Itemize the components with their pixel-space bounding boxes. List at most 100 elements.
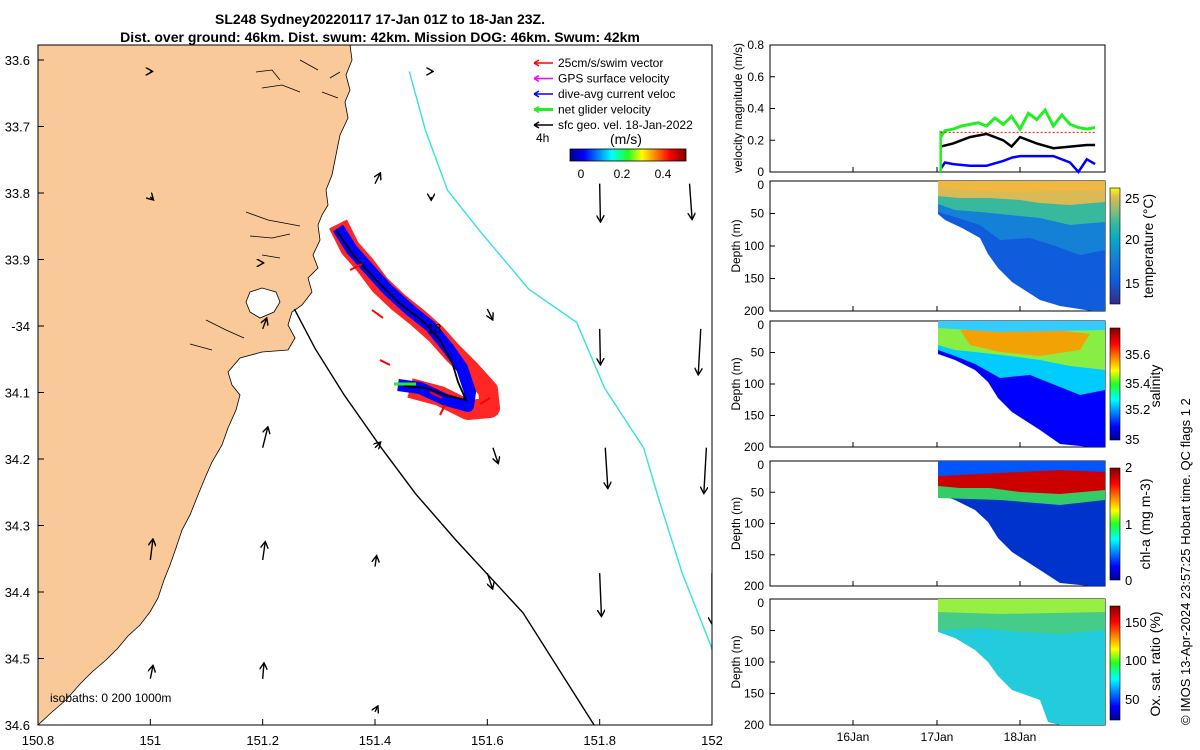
map-x-axis: 150.8 151 151.2 151.4 151.6 151.8 152 bbox=[22, 719, 723, 748]
cbar-tick-2: 0.4 bbox=[655, 167, 672, 181]
current-arrow-4 bbox=[150, 197, 153, 200]
land-mass bbox=[38, 45, 353, 725]
speed-colorbar bbox=[569, 148, 687, 162]
map-y-tick-7: 34.3 bbox=[5, 519, 30, 534]
cbar-tick-0: 0 bbox=[578, 167, 585, 181]
legend-label-3: net glider velocity bbox=[558, 103, 651, 117]
oxy-cbar-tick-50: 50 bbox=[1125, 692, 1139, 707]
chl-cbar-label: chl-a (mg m-3) bbox=[1137, 478, 1153, 569]
colorbar-time-label: 4h bbox=[536, 131, 549, 145]
current-arrow-15 bbox=[605, 447, 608, 488]
map-x-tick-4: 151.6 bbox=[471, 733, 504, 748]
estuary-lines bbox=[189, 59, 341, 351]
current-arrow-2 bbox=[375, 174, 380, 184]
sal-cbar-tick-352: 35.2 bbox=[1125, 402, 1150, 417]
map-y-tick-0: 33.6 bbox=[5, 53, 30, 68]
map-y-tick-5: 34.1 bbox=[5, 386, 30, 401]
depth-ylabel-2: Depth (m) bbox=[729, 497, 743, 550]
section-axes: 0 50 100 150 200 Depth (m) 0 50 100 150 200 Depth (… bbox=[729, 167, 1021, 732]
vel-y-tick-2: 0.4 bbox=[747, 102, 764, 116]
velocity-ylabel: velocity magnitude (m/s) bbox=[731, 43, 745, 173]
sal-cbar-tick-354: 35.4 bbox=[1125, 376, 1150, 391]
colorbar-units: (m/s) bbox=[610, 131, 642, 147]
map-panel: 18 25cm/s/swim vector GPS surface velocit… bbox=[5, 44, 723, 748]
depth-tick-2-3: 150 bbox=[744, 548, 764, 562]
depth-tick-2-1: 50 bbox=[751, 485, 765, 499]
sal-cbar-tick-356: 35.6 bbox=[1125, 347, 1150, 362]
current-arrow-13 bbox=[375, 443, 380, 448]
imos-credit: © IMOS 13-Apr-2024 23:57:25 Hobart time.… bbox=[1178, 398, 1193, 725]
legend-label-0: 25cm/s/swim vector bbox=[558, 56, 663, 70]
depth-tick-2-0: 0 bbox=[757, 458, 764, 472]
depth-tick-2-2: 100 bbox=[744, 517, 764, 531]
current-arrow-23 bbox=[150, 666, 153, 679]
temp-cbar-tick-25: 25 bbox=[1125, 191, 1139, 206]
time-tick-16jan: 16Jan bbox=[837, 730, 870, 744]
current-arrow-19 bbox=[375, 557, 377, 567]
section-salinity: salinity 35.6 35.4 35.2 35 bbox=[769, 320, 1163, 448]
depth-tick-0-3: 150 bbox=[744, 272, 764, 286]
depth-tick-1-3: 150 bbox=[744, 409, 764, 423]
current-vectors bbox=[150, 71, 712, 711]
depth-tick-1-1: 50 bbox=[751, 346, 765, 360]
time-tick-17jan: 17Jan bbox=[921, 730, 954, 744]
depth-tick-3-1: 50 bbox=[751, 624, 765, 638]
depth-tick-3-3: 150 bbox=[744, 687, 764, 701]
sal-cbar-tick-35: 35 bbox=[1125, 432, 1139, 447]
map-x-tick-0: 150.8 bbox=[22, 733, 55, 748]
current-arrow-24 bbox=[263, 664, 264, 679]
current-arrow-21 bbox=[600, 573, 602, 616]
map-x-tick-1: 151 bbox=[139, 733, 161, 748]
vel-y-tick-1: 0.2 bbox=[747, 133, 764, 147]
time-tick-18jan: 18Jan bbox=[1004, 730, 1037, 744]
figure-title-line2: Dist. over ground: 46km. Dist. swum: 42k… bbox=[120, 29, 640, 45]
current-arrow-11 bbox=[263, 319, 267, 330]
current-arrow-17 bbox=[150, 540, 153, 561]
current-arrow-20 bbox=[487, 572, 492, 588]
velocity-series-0 bbox=[939, 107, 1096, 138]
current-arrow-14 bbox=[493, 447, 498, 463]
velocity-series-1 bbox=[940, 132, 1096, 150]
legend-label-1: GPS surface velocity bbox=[558, 72, 669, 86]
map-x-tick-2: 151.2 bbox=[246, 733, 279, 748]
depth-ylabel-0: Depth (m) bbox=[729, 219, 743, 272]
map-y-tick-10: 34.6 bbox=[5, 718, 30, 733]
map-x-tick-6: 152 bbox=[701, 733, 723, 748]
vel-y-tick-4: 0.8 bbox=[747, 38, 764, 52]
chl-cbar-tick-1: 1 bbox=[1125, 517, 1132, 532]
depth-ylabel-3: Depth (m) bbox=[729, 635, 743, 688]
map-x-tick-5: 151.8 bbox=[583, 733, 616, 748]
velocity-panel: 0 0.2 0.4 0.6 0.8 velocity magnitude (m/s) bbox=[731, 38, 1106, 179]
oxy-cbar-tick-100: 100 bbox=[1125, 653, 1147, 668]
map-y-tick-4: -34 bbox=[11, 319, 30, 334]
velocity-series-2 bbox=[939, 154, 1096, 175]
chl-cbar-tick-0: 0 bbox=[1125, 573, 1132, 588]
map-y-tick-2: 33.8 bbox=[5, 186, 30, 201]
depth-tick-0-0: 0 bbox=[757, 178, 764, 192]
depth-tick-2-4: 200 bbox=[744, 579, 764, 593]
depth-tick-0-4: 200 bbox=[744, 304, 764, 318]
section-temperature: temperature (°C) 25 20 15 bbox=[769, 180, 1156, 312]
glider-track: 18 bbox=[329, 219, 500, 420]
harbour-inlet bbox=[245, 287, 281, 319]
current-arrow-5 bbox=[600, 183, 601, 222]
map-y-tick-6: 34.2 bbox=[5, 452, 30, 467]
current-arrow-10 bbox=[698, 328, 701, 374]
current-arrow-8 bbox=[487, 308, 492, 319]
section-oxygen: Ox. sat. ratio (%) 150 100 50 bbox=[769, 598, 1163, 726]
current-arrow-18 bbox=[263, 542, 266, 561]
isobath-200m bbox=[293, 308, 595, 725]
isobath-note: isobaths: 0 200 1000m bbox=[50, 691, 171, 705]
salinity-cbar-label: salinity bbox=[1147, 365, 1163, 408]
depth-tick-1-4: 200 bbox=[744, 440, 764, 454]
current-arrow-16 bbox=[704, 447, 707, 493]
legend-label-2: dive-avg current veloc bbox=[558, 87, 675, 101]
temp-cbar-tick-15: 15 bbox=[1125, 276, 1139, 291]
current-arrow-9 bbox=[600, 328, 601, 364]
figure-title-line1: SL248 Sydney20220117 17-Jan 01Z to 18-Ja… bbox=[215, 11, 545, 27]
cbar-tick-1: 0.2 bbox=[614, 167, 631, 181]
section-chlorophyll: chl-a (mg m-3) 2 1 0 bbox=[769, 460, 1153, 588]
current-arrow-25 bbox=[375, 707, 378, 712]
depth-tick-0-1: 50 bbox=[751, 207, 765, 221]
map-legend: 25cm/s/swim vector GPS surface velocitydi… bbox=[533, 56, 693, 181]
